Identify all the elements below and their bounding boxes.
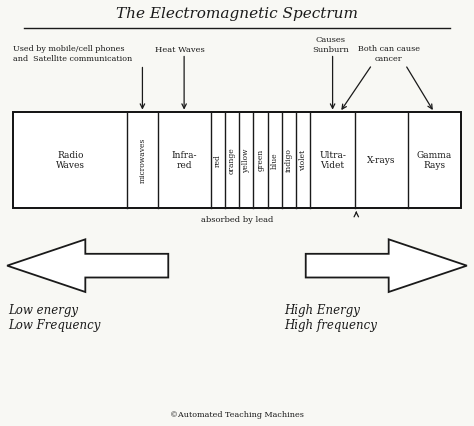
Text: Both can cause
cancer: Both can cause cancer [358,46,419,63]
Text: blue: blue [271,152,279,169]
Text: X-rays: X-rays [367,156,396,165]
Text: red: red [214,154,222,167]
Text: Used by mobile/cell phones
and  Satellite communication: Used by mobile/cell phones and Satellite… [13,46,133,63]
Text: Gamma
Rays: Gamma Rays [417,151,452,170]
Text: indigo: indigo [285,148,293,172]
Text: Radio
Waves: Radio Waves [56,151,85,170]
Text: ©Automated Teaching Machines: ©Automated Teaching Machines [170,411,304,419]
Text: Causes
Sunburn: Causes Sunburn [312,36,348,54]
Text: Ultra-
Videt: Ultra- Videt [319,151,346,170]
Text: Heat Waves: Heat Waves [155,46,204,54]
Text: absorbed by lead: absorbed by lead [201,216,273,225]
Text: The Electromagnetic Spectrum: The Electromagnetic Spectrum [116,7,358,21]
Text: Infra-
red: Infra- red [172,151,197,170]
Text: yellow: yellow [242,148,250,173]
Text: microwaves: microwaves [138,138,146,183]
Text: Low energy
Low Frequency: Low energy Low Frequency [9,304,101,332]
Text: green: green [256,149,264,172]
Text: violet: violet [299,150,307,171]
Text: orange: orange [228,147,236,174]
Bar [13,112,461,208]
Polygon shape [7,239,168,292]
Text: High Energy
High frequency: High Energy High frequency [284,304,377,332]
Polygon shape [306,239,467,292]
